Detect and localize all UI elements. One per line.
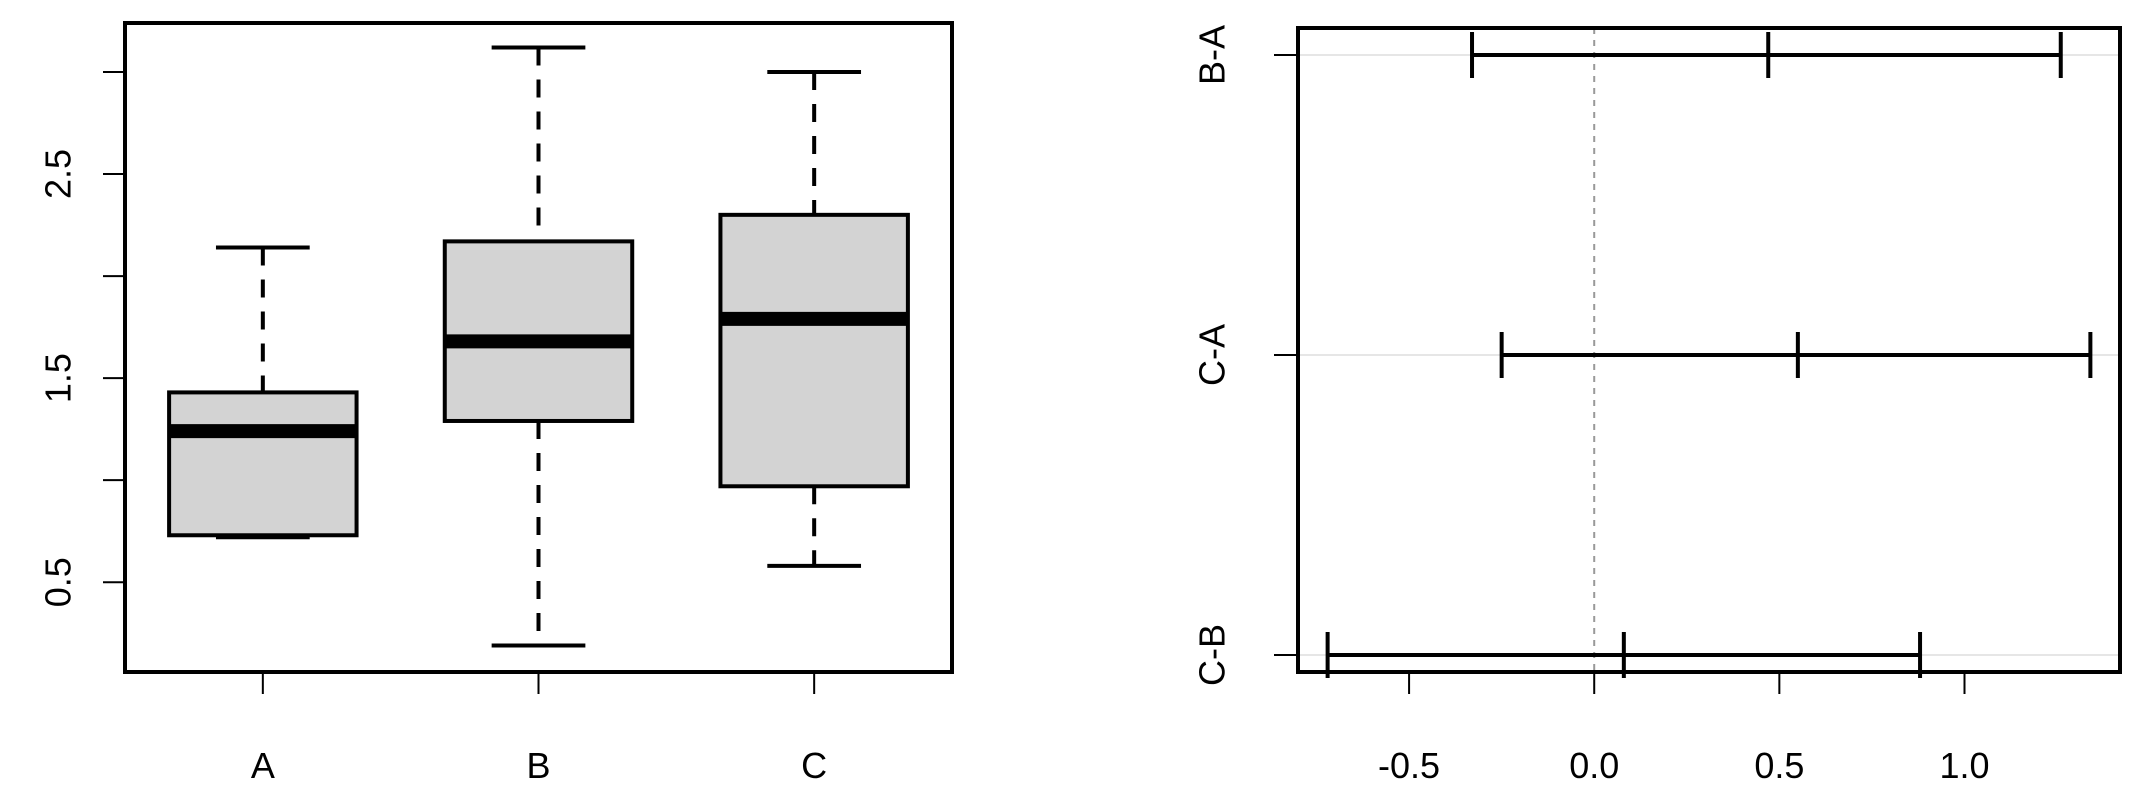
x-tick-label: 1.0 — [1939, 745, 1989, 786]
x-tick-label: C — [801, 745, 827, 786]
box — [167, 390, 359, 538]
y-tick-label: 0.5 — [38, 557, 79, 607]
x-tick-label: -0.5 — [1378, 745, 1440, 786]
x-tick-label: B — [526, 745, 550, 786]
plot-frame — [1296, 26, 2122, 674]
x-tick-label: 0.5 — [1754, 745, 1804, 786]
y-tick-label: C-A — [1192, 324, 1233, 386]
y-tick-label: 1.5 — [38, 353, 79, 403]
box — [442, 239, 635, 423]
plot-frame — [123, 21, 954, 674]
boxplot-panel: A B C 0.5 1.5 2.5 — [38, 21, 954, 786]
x-tick-label: 0.0 — [1569, 745, 1619, 786]
interval-panel: B-A C-A C-B -0.5 0.0 0.5 1.0 — [1192, 25, 2122, 786]
x-tick-label: A — [251, 745, 275, 786]
y-tick-label: 2.5 — [38, 149, 79, 199]
box — [718, 212, 910, 489]
y-tick-label: B-A — [1192, 25, 1233, 85]
y-tick-label: C-B — [1192, 624, 1233, 686]
